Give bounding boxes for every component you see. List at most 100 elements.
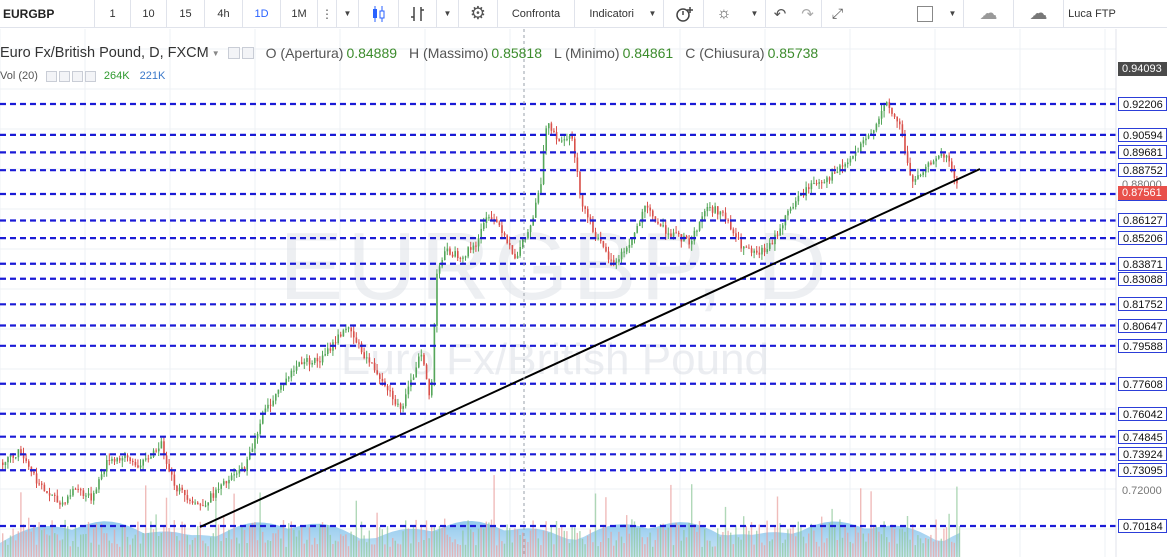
volume-bar [610,531,612,557]
volume-remove-icon[interactable] [71,70,83,82]
volume-bar [155,514,157,557]
symbol-watermark: EURGBP, D Euro Fx/British Pound [279,213,827,384]
volume-bar [945,527,948,557]
candle-body [938,155,940,159]
compare-button[interactable]: Confronta [498,0,575,28]
candle-body [490,217,493,220]
volume-bar [134,534,136,557]
volume-bar [59,540,61,557]
interval-4h-button[interactable]: 4h [205,0,243,28]
candle-body [464,256,467,258]
volume-bar [285,546,287,557]
volume-bar [316,544,318,557]
user-menu-button[interactable]: Luca FTP [1068,7,1116,20]
volume-bar [280,538,282,557]
volume-bar [480,527,482,557]
volume-bar [548,532,550,557]
chevron-down-icon: ▼ [750,9,759,18]
volume-bar [704,529,706,557]
indicators-button[interactable]: Indicatori [589,7,634,20]
series-settings-icon[interactable] [241,47,254,59]
candle-body [223,481,225,485]
volume-bar [20,492,22,557]
volume-settings-icon[interactable] [58,70,70,82]
candle-body [142,459,144,466]
volume-bar [410,543,412,557]
volume-bar [173,520,175,557]
volume-bar [288,523,290,557]
interval-1d-button[interactable]: 1D [243,0,281,28]
candle-body [636,226,638,233]
interval-1-button[interactable]: 1 [95,0,131,28]
candle-body [69,495,72,497]
candle-body [254,438,256,449]
volume-bar [878,531,880,557]
volume-bar [717,528,719,557]
fullscreen-icon: ⤢ [831,5,844,21]
volume-bar [249,525,251,557]
load-layout-button[interactable]: ☁ [964,0,1014,28]
current-price-label: 0.87561 [1118,186,1167,200]
candle-body [12,454,14,458]
volume-bar [259,492,261,557]
layout-button[interactable] [908,0,942,28]
candle-body [563,139,566,141]
layout-dropdown[interactable]: ▼ [942,0,964,28]
candles [2,98,958,511]
save-layout-button[interactable]: ☁ [1014,0,1064,28]
candle-body [678,232,680,235]
chart-type-button[interactable] [359,0,399,28]
candle-body [568,136,571,139]
volume-bar [477,528,480,557]
undo-button[interactable]: ↶ [766,0,794,28]
candle-body [756,250,758,253]
volume-bar [925,538,927,557]
drawing-tools-dropdown[interactable]: ▼ [744,0,766,28]
candle-body [558,139,560,142]
redo-button[interactable]: ↷ [794,0,822,28]
candle-body [696,230,698,232]
price-chart[interactable]: EURGBP, D Euro Fx/British Pound [0,29,1167,557]
volume-bar [769,541,771,557]
chart-style-dropdown[interactable]: ▼ [437,0,459,28]
candle-body [641,211,644,223]
candle-body [314,357,316,363]
volume-bar [360,521,363,557]
chevron-down-icon[interactable]: ▼ [211,48,220,58]
hide-series-icon[interactable] [227,47,240,59]
fullscreen-button[interactable]: ⤢ [822,0,853,28]
candle-body [831,172,833,181]
interval-15-button[interactable]: 15 [167,0,205,28]
trendline[interactable] [199,168,981,528]
candle-body [516,255,519,259]
volume-bar [607,538,610,557]
candle-body [228,479,230,484]
interval-dropdown-button[interactable]: ▼ [337,0,359,28]
candle-body [444,251,446,260]
settings-button[interactable]: ⚙ [459,0,498,28]
chart-grid [0,29,1116,557]
drawing-tools-button[interactable]: ☼ [704,0,744,28]
candle-body [353,331,355,338]
hide-volume-icon[interactable] [45,70,57,82]
indicators-dropdown[interactable]: ▼ [642,0,664,28]
volume-bar [314,537,316,557]
candle-body [451,254,454,257]
interval-menu-button[interactable]: ⋮ [318,0,337,28]
candle-body [584,206,586,209]
candle-body [506,235,508,243]
volume-bar [644,544,646,557]
volume-bar [893,529,896,557]
volume-bar [254,522,256,557]
candle-body [241,467,243,470]
interval-1m-button[interactable]: 1M [281,0,318,28]
alert-button[interactable] [664,0,704,28]
volume-more-icon[interactable] [84,70,96,82]
volume-bar [503,543,506,557]
symbol-search-button[interactable]: EURGBP [0,0,95,28]
candle-body [204,505,207,507]
bar-style-button[interactable] [399,0,437,28]
candle-body [67,496,69,503]
chart-area[interactable]: EURGBP, D Euro Fx/British Pound [0,29,1167,557]
interval-10-button[interactable]: 10 [131,0,167,28]
